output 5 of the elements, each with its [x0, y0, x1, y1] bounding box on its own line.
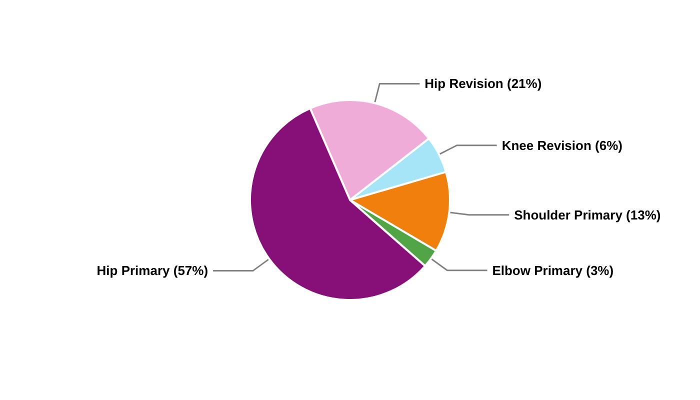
slice-label: Hip Primary (57%) [96, 263, 208, 278]
slice-label: Hip Revision (21%) [424, 76, 542, 92]
slice-label: Elbow Primary (3%) [492, 262, 614, 278]
slice-label: Shoulder Primary (13%) [514, 207, 661, 222]
slice-label: Knee Revision (6%) [502, 138, 622, 153]
